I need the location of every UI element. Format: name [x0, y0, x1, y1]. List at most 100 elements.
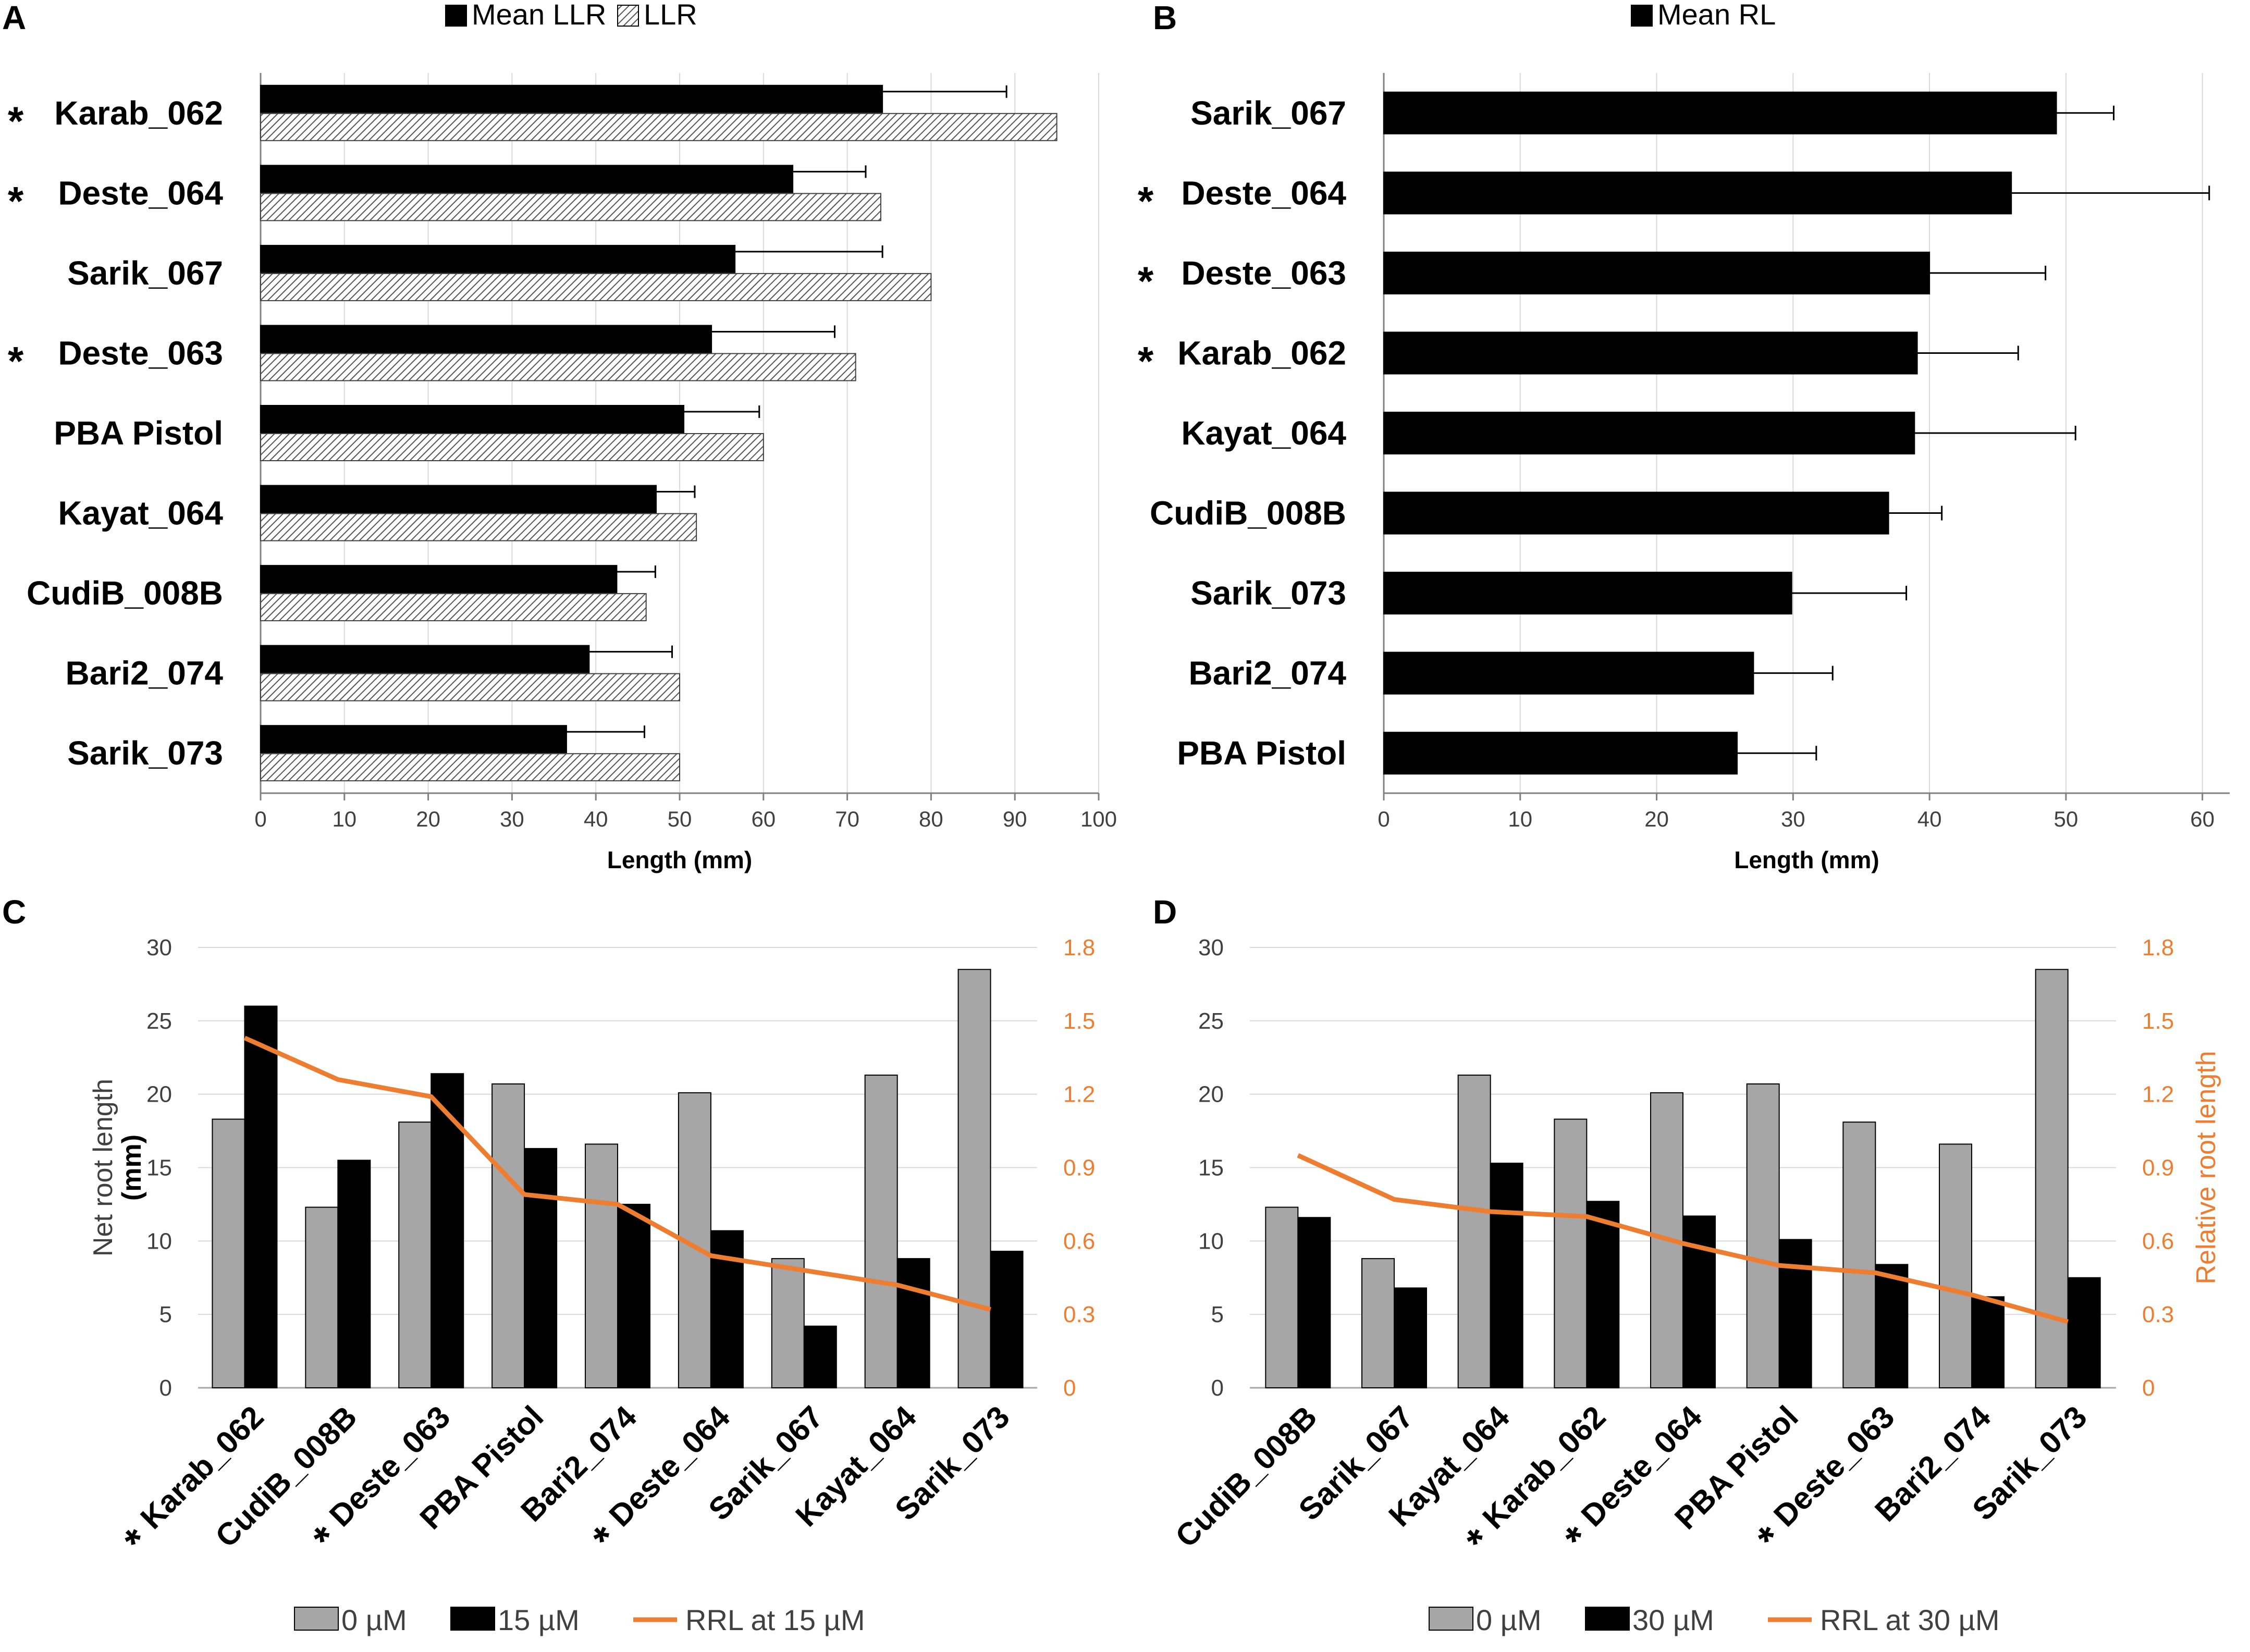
chart-d: 0 5 10 15 20 25 30 0 0.3 0.6 0.9 1.2 1.5 1.8 CudiB_008…	[1169, 935, 2221, 1636]
chart-a-bar-llr	[260, 113, 1058, 141]
chart-b-x-axis-title: Length (mm)	[1734, 846, 1879, 873]
chart-c-legend-label-0um: 0 µM	[341, 1604, 407, 1636]
chart-a-x-axis-title: Length (mm)	[607, 846, 753, 873]
chart-a-bar-mean-llr	[260, 84, 883, 113]
chart-c-legend: 0 µM 15 µM RRL at 15 µM	[294, 1604, 865, 1636]
panel-letter-c: C	[2, 893, 26, 931]
chart-a-legend-label: Mean LLR	[472, 0, 606, 31]
chart-c-bar-treated	[524, 1148, 558, 1388]
chart-a-legend-swatch	[445, 5, 467, 27]
chart-d-y2-tick-label: 0	[2142, 1375, 2155, 1401]
chart-a-category-label: Kayat_064	[58, 495, 223, 532]
chart-d-bar-treated	[1778, 1239, 1812, 1388]
chart-c-bar-0um	[864, 1075, 898, 1389]
chart-b-x-tick-label: 30	[1781, 807, 1805, 831]
chart-d-bar-0um	[1939, 1143, 1972, 1389]
chart-c-bar-0um	[771, 1258, 805, 1388]
chart-d-legend-swatch-0um	[1429, 1607, 1473, 1631]
chart-b-x-tick-label: 50	[2054, 807, 2079, 831]
chart-c-rrl-line	[243, 1035, 991, 1312]
chart-b-significance-star: *	[1138, 338, 1154, 384]
chart-b-x-tick-label: 10	[1508, 807, 1532, 831]
chart-b-bar-mean-rl	[1383, 171, 2012, 215]
chart-d-y2-tick-label: 1.5	[2142, 1008, 2174, 1034]
chart-d-y-tick-label: 20	[1198, 1082, 1224, 1107]
chart-a-bar-mean-llr	[260, 165, 794, 193]
chart-c-bar-treated	[431, 1073, 464, 1389]
chart-d-category-label: CudiB_008B	[1169, 1399, 1323, 1554]
chart-a-bar-mean-llr	[260, 565, 618, 594]
chart-c-bar-0um	[491, 1083, 525, 1388]
chart-a-bar-mean-llr	[260, 725, 567, 754]
chart-c-y-tick-label: 10	[146, 1228, 172, 1254]
chart-d-bar-treated	[1394, 1287, 1427, 1388]
chart-c: 0 5 10 15 20 25 30 0 0.3 0.6 0.9 1.2 1.5 1.8 * Karab_0…	[88, 935, 1095, 1636]
chart-d-y-tick-label: 10	[1198, 1228, 1224, 1254]
chart-b-bar-mean-rl	[1383, 412, 1915, 454]
chart-b-x-tick-label: 40	[1917, 807, 1942, 831]
chart-a-category-label: Deste_063	[58, 334, 223, 372]
chart-c-y2-tick-label: 1.5	[1063, 1008, 1095, 1034]
panel-letter-a: A	[2, 0, 26, 36]
chart-a-bar-llr	[260, 193, 881, 221]
chart-b-legend-swatch	[1631, 5, 1653, 27]
chart-c-bar-treated	[337, 1160, 371, 1389]
chart-b-significance-star: *	[1138, 258, 1154, 304]
chart-a-x-tick-label: 80	[919, 807, 943, 831]
chart-b-category-label: Kayat_064	[1181, 414, 1346, 452]
chart-a-category-label: Deste_064	[58, 174, 223, 212]
chart-b-x-tick-label: 60	[2190, 807, 2215, 831]
panel-letter-d: D	[1153, 893, 1177, 931]
chart-d-bar-treated	[1297, 1217, 1331, 1388]
chart-d-y-tick-label: 30	[1198, 935, 1224, 960]
chart-d-bar-treated	[2067, 1277, 2101, 1388]
chart-a-significance-star: *	[8, 98, 24, 144]
chart-d-y2-tick-label: 1.8	[2142, 935, 2174, 960]
chart-d-bar-0um	[1265, 1206, 1299, 1389]
chart-c-y2-tick-label: 1.8	[1063, 935, 1095, 960]
chart-c-legend-swatch-treated	[450, 1607, 495, 1631]
chart-c-bar-0um	[957, 969, 991, 1388]
chart-b-category-label: Sarik_073	[1190, 574, 1346, 612]
chart-c-legend-label-rrl: RRL at 15 µM	[685, 1604, 865, 1636]
chart-d-y-tick-label: 25	[1198, 1008, 1224, 1034]
chart-a-bar-llr	[260, 593, 647, 622]
chart-d-bar-treated	[1586, 1201, 1620, 1389]
chart-d-bar-0um	[1361, 1258, 1395, 1388]
chart-c-category-label: * Karab_062	[115, 1399, 278, 1563]
chart-d-y2-axis-title: Relative root length	[2191, 1051, 2221, 1284]
chart-b: 0 10 20 30 40 50 60 Length (mm) Sarik_067 Deste_0…	[1138, 0, 2230, 873]
chart-c-y-tick-label: 15	[146, 1155, 172, 1181]
chart-d-bar-0um	[1554, 1118, 1588, 1389]
chart-c-y-tick-label: 0	[159, 1375, 172, 1401]
chart-a-x-tick-label: 10	[332, 807, 356, 831]
chart-a-bar-llr	[260, 753, 680, 782]
chart-c-bar-0um	[305, 1206, 339, 1389]
chart-a-x-tick-label: 40	[584, 807, 608, 831]
chart-c-bar-0um	[585, 1143, 618, 1389]
chart-d-rrl-line	[1297, 1153, 2069, 1324]
chart-d-bar-0um	[1842, 1121, 1876, 1389]
chart-d-bar-treated	[1875, 1264, 1909, 1388]
chart-d-bar-0um	[1457, 1075, 1491, 1389]
chart-c-bar-0um	[212, 1118, 245, 1389]
chart-d-y2-tick-label: 0.6	[2142, 1228, 2174, 1254]
panel-letter-b: B	[1153, 0, 1177, 36]
chart-d-y-tick-label: 0	[1211, 1375, 1224, 1401]
chart-c-y-axis-title: Net root length	[88, 1079, 118, 1256]
chart-c-y2-tick-label: 1.2	[1063, 1082, 1095, 1107]
chart-b-bar-mean-rl	[1383, 91, 2057, 134]
chart-c-bar-treated	[803, 1325, 837, 1388]
chart-a-x-tick-label: 100	[1080, 807, 1117, 831]
chart-d-legend-label-rrl: RRL at 30 µM	[1820, 1604, 2000, 1636]
chart-c-y2-tick-label: 0	[1063, 1375, 1076, 1401]
chart-c-bar-treated	[990, 1251, 1024, 1389]
chart-d-legend-label-0um: 0 µM	[1476, 1604, 1542, 1636]
chart-a-bar-llr	[260, 353, 856, 381]
chart-c-y-tick-label: 30	[146, 935, 172, 960]
chart-a-category-label: Bari2_074	[66, 655, 224, 692]
chart-b-category-label: CudiB_008B	[1150, 495, 1346, 532]
chart-c-y2-tick-label: 0.3	[1063, 1302, 1095, 1327]
chart-a-category-label: Sarik_067	[67, 254, 223, 292]
